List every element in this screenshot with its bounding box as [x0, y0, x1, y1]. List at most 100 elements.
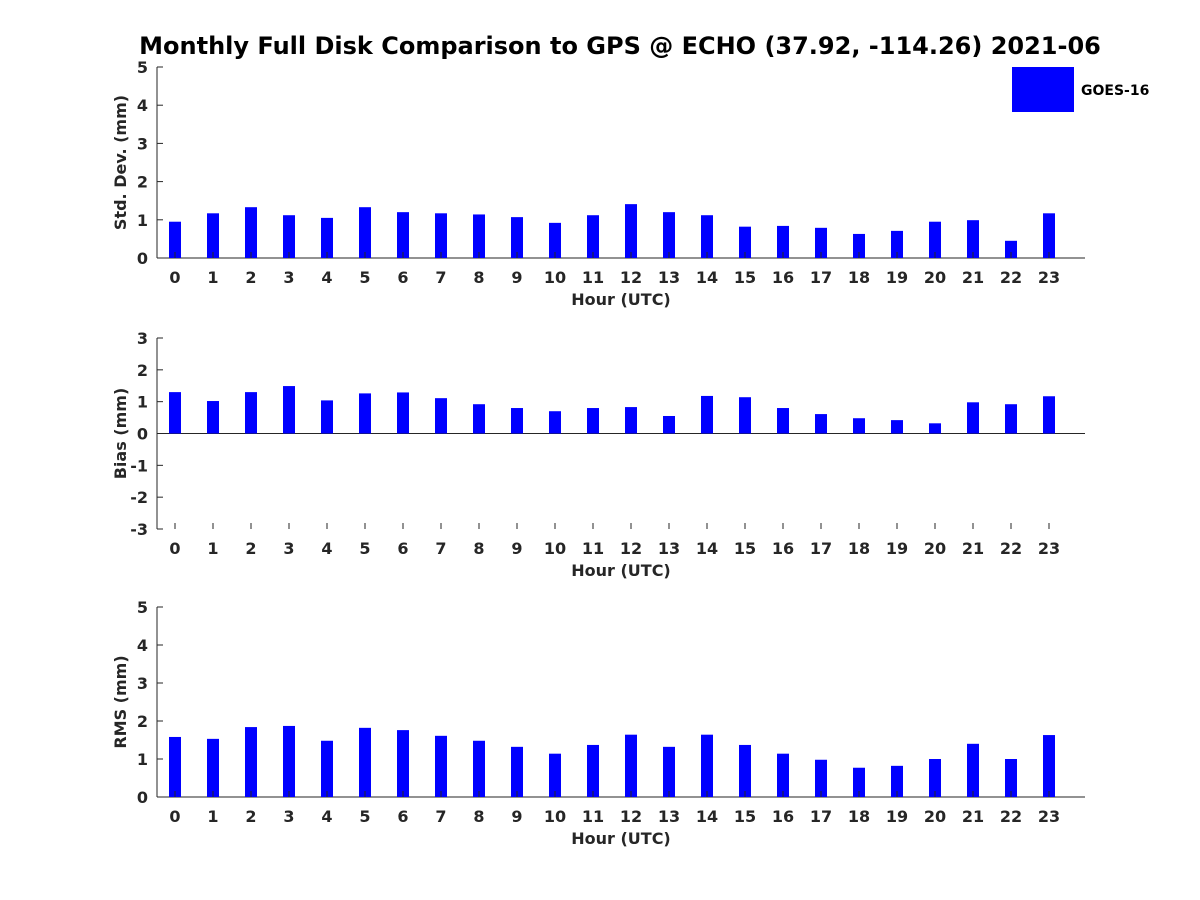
- bias-x-tick-label: 13: [658, 539, 680, 558]
- rms-x-tick-label: 19: [886, 807, 908, 826]
- bias-bar: [397, 392, 409, 434]
- std-dev-bar: [245, 207, 257, 258]
- bias-x-tick-label: 18: [848, 539, 870, 558]
- std-dev-bar: [929, 221, 941, 258]
- rms-bar: [245, 727, 257, 797]
- std-dev-x-tick-label: 10: [544, 268, 566, 287]
- std-dev-bar: [397, 212, 409, 258]
- std-dev-x-tick-label: 1: [207, 268, 218, 287]
- bias-x-tick-label: 5: [359, 539, 370, 558]
- bias-x-tick-label: 19: [886, 539, 908, 558]
- std-dev-bar: [283, 215, 295, 258]
- bias-x-tick-label: 7: [435, 539, 446, 558]
- rms-bar: [777, 753, 789, 797]
- bias-x-tick-label: 1: [207, 539, 218, 558]
- std-dev-x-tick-label: 3: [283, 268, 294, 287]
- rms-bar: [283, 725, 295, 797]
- rms-bar: [359, 727, 371, 797]
- bias-bar: [435, 398, 447, 434]
- legend: GOES-16: [1012, 67, 1149, 112]
- bias-bar: [1043, 396, 1055, 434]
- rms-bar: [1005, 759, 1017, 797]
- rms-bar: [625, 734, 637, 797]
- bias-bar: [207, 401, 219, 434]
- bias-x-tick-label: 4: [321, 539, 332, 558]
- bias-bar: [891, 420, 903, 434]
- bias-bar: [663, 415, 675, 434]
- std-dev-bar: [777, 225, 789, 258]
- std-dev-bar: [967, 220, 979, 258]
- std-dev-bar: [739, 226, 751, 258]
- rms-x-tick-label: 0: [169, 807, 180, 826]
- bias-bar: [853, 418, 865, 434]
- rms-bar: [397, 730, 409, 797]
- bias-x-tick-label: 22: [1000, 539, 1022, 558]
- rms-x-tick-label: 7: [435, 807, 446, 826]
- std-dev-y-tick-label: 3: [137, 134, 148, 153]
- bias-bar: [283, 386, 295, 434]
- std-dev-y-tick-label: 1: [137, 211, 148, 230]
- bias-bar: [169, 392, 181, 434]
- rms-x-tick-label: 16: [772, 807, 794, 826]
- rms-x-tick-label: 12: [620, 807, 642, 826]
- bias-y-tick-label: -2: [130, 488, 148, 507]
- std-dev-x-tick-label: 6: [397, 268, 408, 287]
- rms-y-tick-label: 5: [137, 598, 148, 617]
- std-dev-bar: [321, 217, 333, 258]
- bias-x-tick-label: 16: [772, 539, 794, 558]
- rms-y-tick-label: 2: [137, 712, 148, 731]
- rms-y-tick-label: 0: [137, 788, 148, 807]
- bias-x-tick-label: 2: [245, 539, 256, 558]
- std-dev-x-tick-label: 22: [1000, 268, 1022, 287]
- rms-bar: [435, 735, 447, 797]
- rms-x-tick-label: 1: [207, 807, 218, 826]
- rms-x-tick-label: 22: [1000, 807, 1022, 826]
- rms-x-axis-label: Hour (UTC): [571, 829, 671, 848]
- rms-bar: [929, 759, 941, 797]
- std-dev-y-tick-label: 0: [137, 249, 148, 268]
- rms-bar: [549, 753, 561, 797]
- rms-x-tick-label: 5: [359, 807, 370, 826]
- bias-y-tick-label: 3: [137, 329, 148, 348]
- std-dev-bar: [511, 217, 523, 258]
- bias-bar: [245, 392, 257, 434]
- rms-bar: [663, 746, 675, 797]
- bias-y-tick-label: -3: [130, 520, 148, 539]
- std-dev-x-tick-label: 18: [848, 268, 870, 287]
- std-dev-bar: [1005, 240, 1017, 258]
- std-dev-y-tick-label: 2: [137, 173, 148, 192]
- rms-bar: [587, 744, 599, 797]
- std-dev-bar: [169, 221, 181, 258]
- rms-x-tick-label: 6: [397, 807, 408, 826]
- std-dev-x-tick-label: 23: [1038, 268, 1060, 287]
- rms-x-tick-label: 11: [582, 807, 604, 826]
- std-dev-x-tick-label: 12: [620, 268, 642, 287]
- bias-bar: [511, 408, 523, 434]
- rms-x-tick-label: 8: [473, 807, 484, 826]
- bias-x-tick-label: 23: [1038, 539, 1060, 558]
- rms-bar: [891, 765, 903, 797]
- rms-x-tick-label: 9: [511, 807, 522, 826]
- std-dev-bar: [435, 213, 447, 258]
- bias-bar: [777, 408, 789, 434]
- bias-bar: [815, 414, 827, 434]
- rms-x-tick-label: 14: [696, 807, 718, 826]
- legend-swatch: [1012, 67, 1074, 112]
- rms-bar: [169, 736, 181, 797]
- rms-x-tick-label: 15: [734, 807, 756, 826]
- std-dev-x-tick-label: 19: [886, 268, 908, 287]
- bias-bar: [321, 400, 333, 434]
- bias-bar: [929, 423, 941, 434]
- rms-x-tick-label: 4: [321, 807, 332, 826]
- rms-bar: [853, 767, 865, 797]
- bias-x-axis-label: Hour (UTC): [571, 561, 671, 580]
- bias-x-tick-label: 9: [511, 539, 522, 558]
- std-dev-x-tick-label: 9: [511, 268, 522, 287]
- rms-x-tick-label: 18: [848, 807, 870, 826]
- std-dev-x-axis-label: Hour (UTC): [571, 290, 671, 309]
- std-dev-x-tick-label: 4: [321, 268, 332, 287]
- rms-x-tick-label: 10: [544, 807, 566, 826]
